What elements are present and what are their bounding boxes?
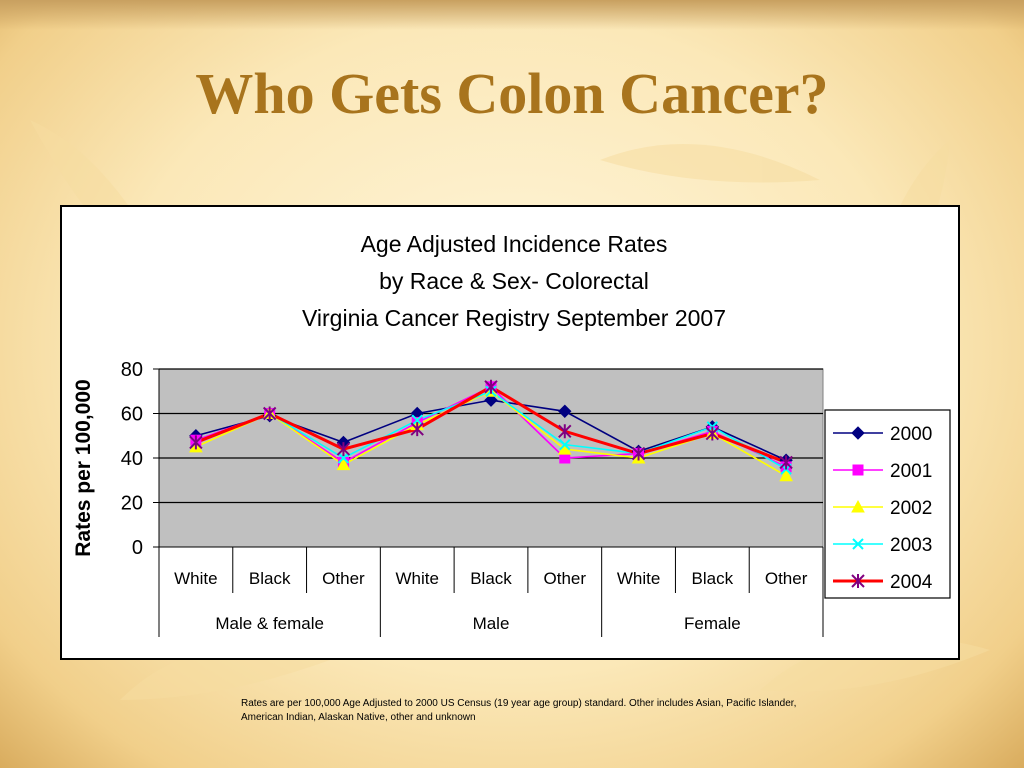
data-point-2004	[410, 422, 424, 437]
data-point-2002	[779, 468, 793, 482]
y-tick-label: 0	[132, 537, 143, 559]
legend-label: 2003	[890, 535, 932, 556]
x-tick-label: Black	[470, 569, 512, 588]
data-point-2003	[559, 438, 571, 451]
data-point-2004	[336, 442, 351, 457]
y-tick-label: 60	[121, 404, 143, 426]
legend-label: 2001	[890, 461, 932, 482]
group-label: Male	[473, 614, 510, 633]
x-tick-label: White	[395, 569, 438, 588]
footnote: Rates are per 100,000 Age Adjusted to 20…	[241, 698, 797, 723]
group-label: Female	[684, 614, 741, 633]
data-point-2000	[558, 404, 572, 418]
legend-marker	[852, 464, 864, 476]
legend-label: 2002	[890, 498, 932, 519]
legend-marker	[851, 426, 865, 440]
data-point-2004	[189, 435, 203, 450]
legend-label: 2000	[890, 424, 932, 445]
data-point-2003	[337, 452, 350, 464]
chart-title-line: by Race & Sex- Colorectal	[379, 268, 649, 294]
legend-marker	[852, 538, 864, 550]
y-tick-label: 80	[121, 359, 143, 381]
legend-marker	[851, 499, 865, 513]
data-point-2003	[411, 414, 423, 426]
data-point-2004	[631, 446, 646, 461]
data-point-2004	[779, 455, 793, 470]
x-tick-label: Black	[249, 569, 291, 588]
chart-title-line: Age Adjusted Incidence Rates	[361, 231, 668, 257]
data-point-2000	[484, 393, 498, 407]
data-point-2004	[484, 379, 498, 394]
data-point-2004	[705, 426, 720, 441]
data-point-2004	[262, 406, 277, 421]
x-tick-label: White	[174, 569, 217, 588]
y-tick-label: 20	[121, 493, 143, 515]
slide-title: Who Gets Colon Cancer?	[195, 61, 829, 126]
x-tick-label: White	[617, 569, 660, 588]
legend-marker	[851, 574, 865, 588]
x-tick-label: Black	[692, 569, 734, 588]
data-point-2004	[558, 424, 572, 439]
y-tick-label: 40	[121, 448, 143, 470]
chart-title-line: Virginia Cancer Registry September 2007	[302, 305, 726, 331]
y-axis-label: Rates per 100,000	[72, 379, 95, 556]
x-tick-label: Other	[322, 569, 365, 588]
line-chart: Age Adjusted Incidence Rates by Race & Se…	[72, 231, 951, 637]
x-tick-label: Other	[544, 569, 587, 588]
data-point-2002	[336, 457, 351, 471]
group-label: Male & female	[215, 614, 324, 633]
chart-container: Age Adjusted Incidence Rates by Race & Se…	[60, 205, 960, 660]
x-tick-label: Other	[765, 569, 808, 588]
legend-label: 2004	[890, 572, 933, 593]
top-band	[0, 0, 1024, 30]
legend-box	[824, 409, 951, 599]
